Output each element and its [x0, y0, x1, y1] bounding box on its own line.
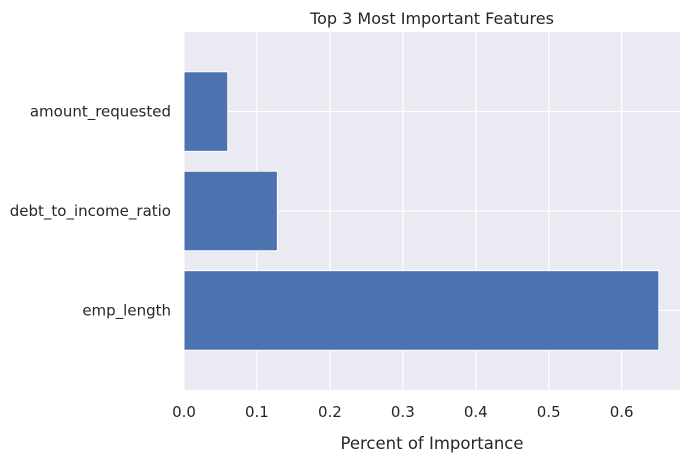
bar-amount-requested: [183, 71, 229, 152]
x-tick-label: 0.1: [245, 403, 269, 421]
bars: [183, 71, 660, 351]
y-tick-labels: emp_length debt_to_income_ratio amount_req…: [10, 103, 171, 321]
chart-title: Top 3 Most Important Features: [309, 9, 554, 28]
bar-debt-to-income-ratio: [183, 170, 278, 252]
x-tick-label: 0.0: [172, 403, 196, 421]
bar-emp-length: [183, 270, 660, 351]
x-tick-label: 0.2: [318, 403, 342, 421]
x-tick-label: 0.6: [610, 403, 634, 421]
y-tick-label: emp_length: [82, 301, 171, 320]
x-tick-labels: 0.0 0.1 0.2 0.3 0.4 0.5 0.6: [172, 403, 634, 421]
x-axis-title: Percent of Importance: [340, 434, 523, 453]
x-tick-label: 0.3: [391, 403, 415, 421]
x-tick-label: 0.5: [537, 403, 561, 421]
y-tick-label: debt_to_income_ratio: [10, 202, 171, 221]
y-tick-label: amount_requested: [30, 103, 171, 122]
x-tick-label: 0.4: [464, 403, 488, 421]
